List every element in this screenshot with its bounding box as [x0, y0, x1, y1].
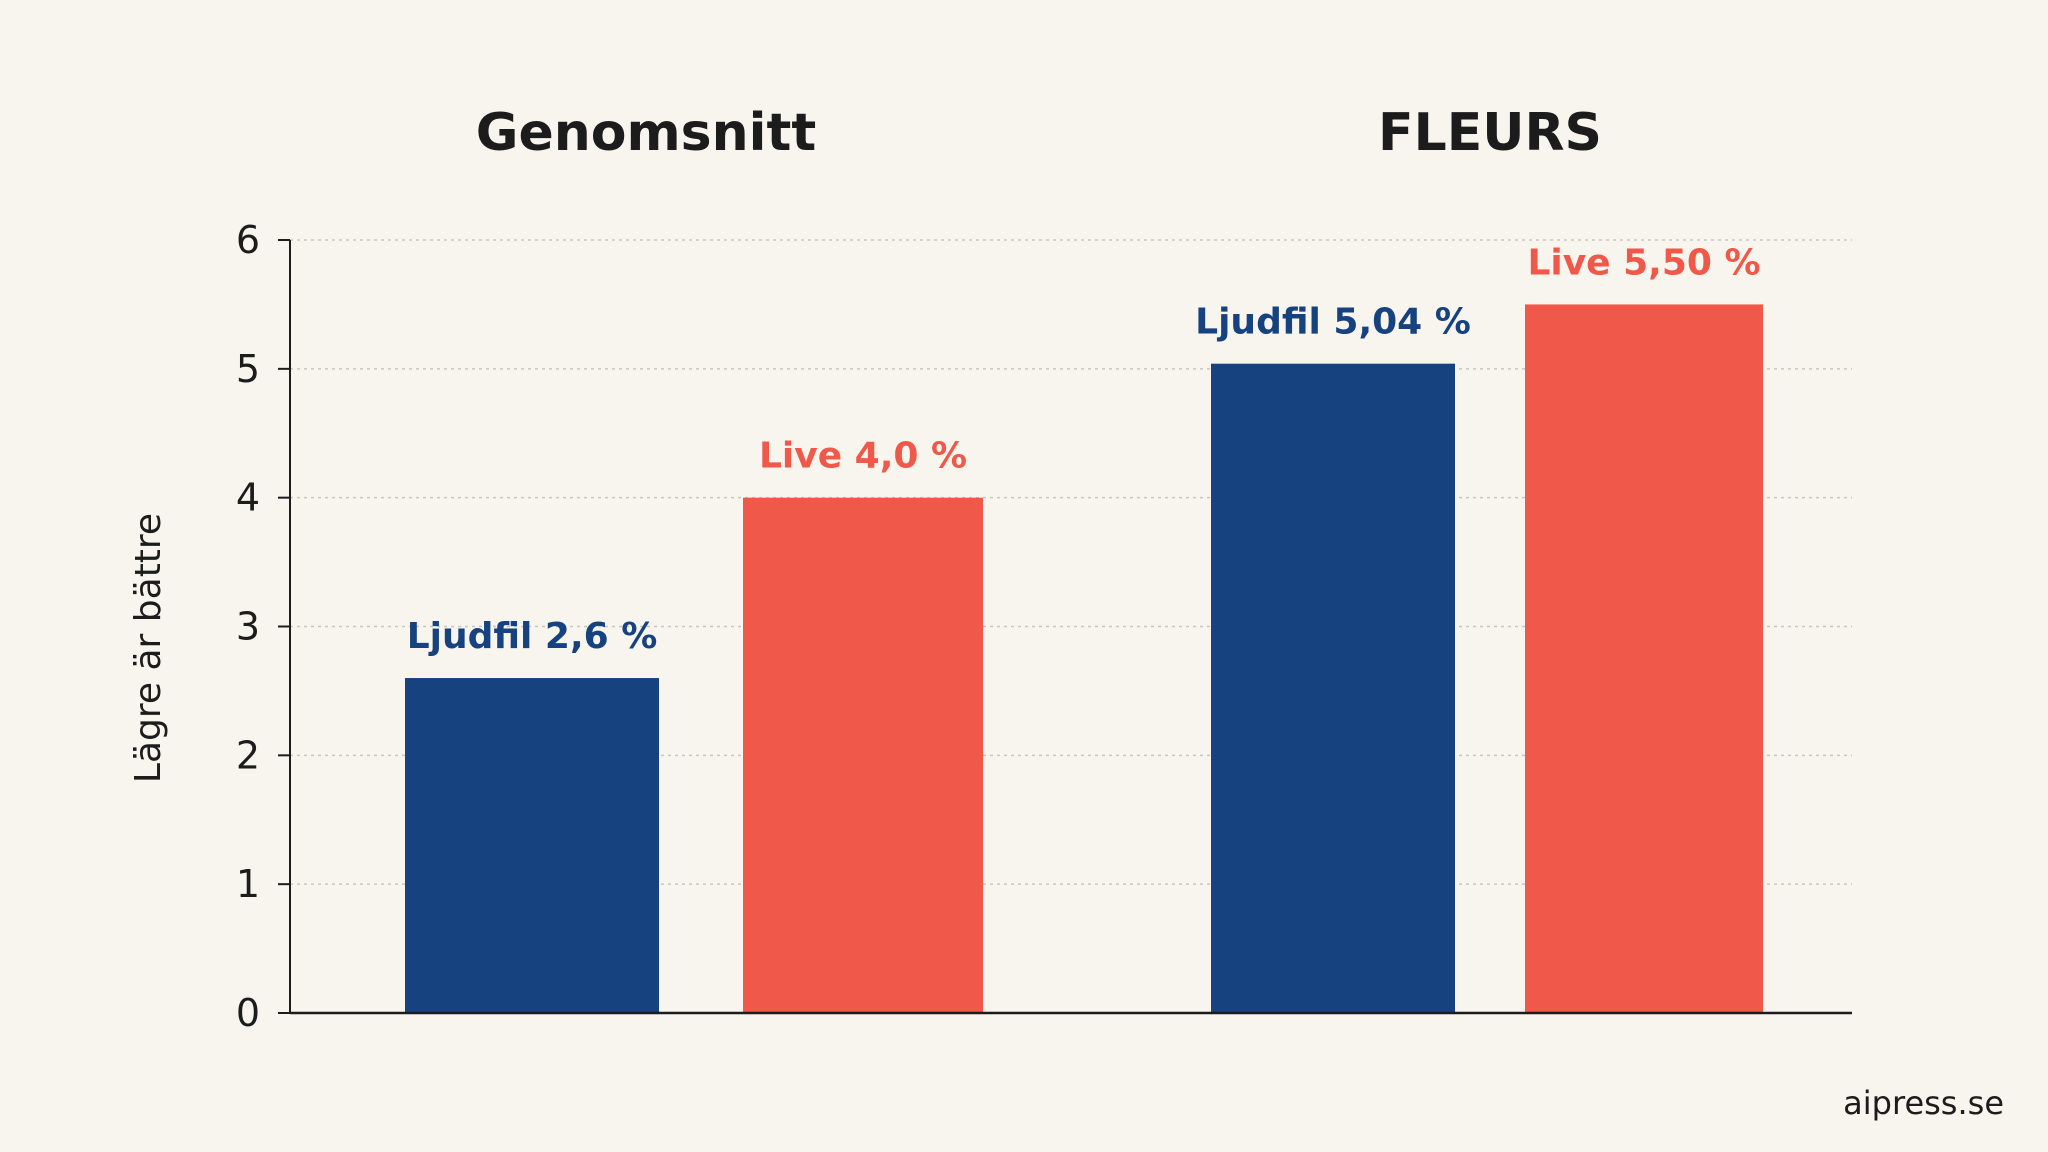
- source-credit: aipress.se: [1843, 1084, 2004, 1122]
- y-axis-label: Lägre är bättre: [128, 513, 169, 783]
- y-tick-label: 5: [236, 347, 260, 391]
- bar-value-label: Ljudfil 5,04 %: [1195, 302, 1471, 343]
- bar: [1211, 363, 1455, 1013]
- y-tick-label: 0: [236, 991, 260, 1035]
- y-tick-label: 1: [236, 862, 260, 906]
- bar-value-label: Live 5,50 %: [1527, 242, 1760, 283]
- bar-value-label: Live 4,0 %: [759, 436, 967, 477]
- panel-title: FLEURS: [1378, 103, 1602, 163]
- bar-value-label: Ljudfil 2,6 %: [407, 616, 658, 657]
- y-tick-label: 4: [236, 476, 260, 520]
- bar: [405, 678, 659, 1013]
- bar: [1525, 304, 1763, 1014]
- panel-title: Genomsnitt: [476, 103, 816, 163]
- bar: [743, 497, 983, 1014]
- bar-labels: Ljudfil 2,6 % Live 4,0 % Ljudfil 5,04 % Liv…: [407, 242, 1761, 657]
- y-tick-label: 3: [236, 605, 260, 649]
- bars: [405, 304, 1763, 1014]
- y-tick-label: 2: [236, 733, 260, 777]
- panel-titles: Genomsnitt FLEURS: [476, 103, 1602, 163]
- y-tick-label: 6: [236, 218, 260, 262]
- y-ticks: 0 1 2 3 4 5 6: [236, 218, 290, 1035]
